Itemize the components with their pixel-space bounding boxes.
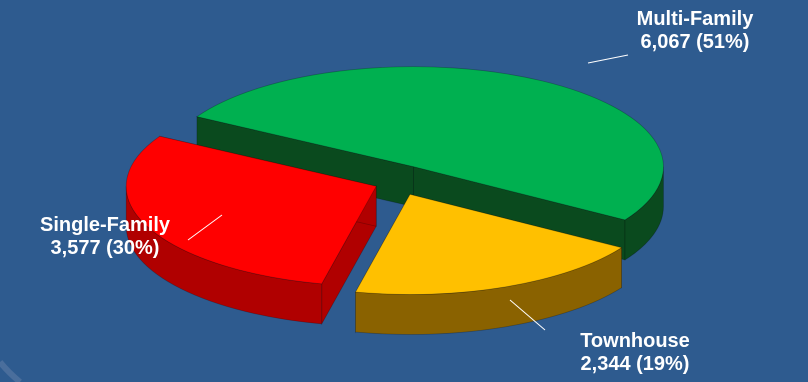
- slice-label-name: Townhouse: [580, 330, 690, 352]
- slice-label-multi-family: Multi-Family 6,067 (51%): [610, 8, 780, 54]
- leader-line-single-family: [187, 214, 223, 241]
- pie-slice-top: [195, 66, 664, 221]
- slice-label-name: Single-Family: [39, 214, 171, 236]
- pie-slice-top: [354, 193, 623, 295]
- slice-label-value: 3,577 (30%): [50, 237, 160, 259]
- slice-label-single-family: Single-Family 3,577 (30%): [0, 214, 210, 260]
- pie-slice-top: [125, 135, 377, 285]
- pie-slice-townhouse: [354, 192, 623, 335]
- leader-line-townhouse: [509, 299, 546, 331]
- slice-label-value: 2,344 (19%): [580, 353, 690, 375]
- slice-label-townhouse: Townhouse 2,344 (19%): [540, 330, 730, 376]
- slice-label-value: 6,067 (51%): [640, 31, 750, 53]
- pie-slice-single-family: [125, 135, 377, 326]
- slice-label-name: Multi-Family: [636, 8, 754, 30]
- leader-line-multi-family: [587, 54, 629, 64]
- corner-arc: [0, 360, 22, 382]
